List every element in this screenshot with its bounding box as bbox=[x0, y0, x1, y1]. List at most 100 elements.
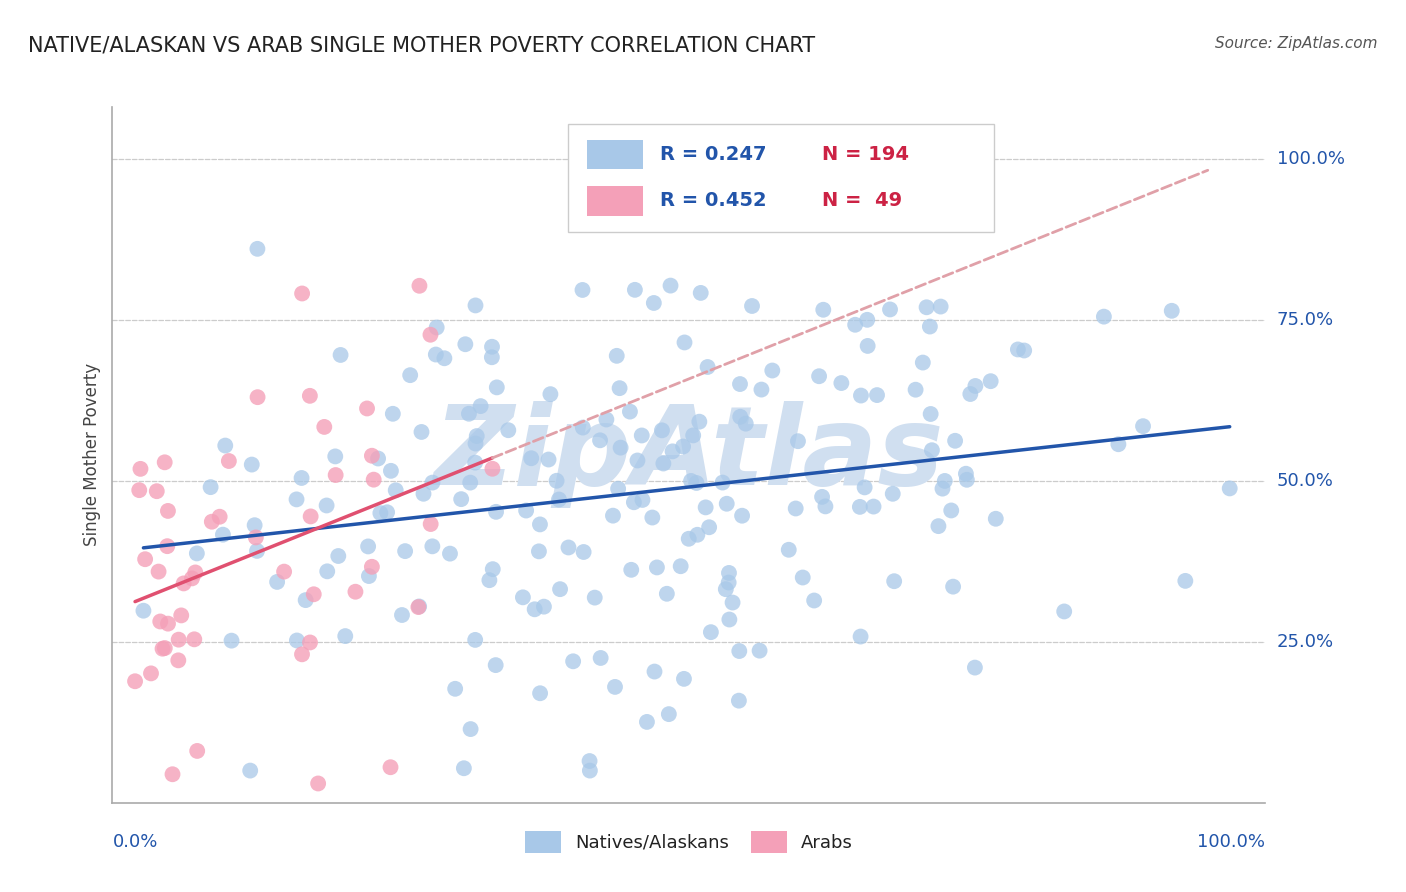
Point bbox=[803, 593, 825, 607]
Point bbox=[927, 519, 949, 533]
Point bbox=[641, 510, 664, 524]
Point bbox=[325, 468, 347, 483]
Point bbox=[384, 483, 406, 498]
Point bbox=[623, 495, 645, 509]
Point bbox=[956, 473, 979, 487]
Point bbox=[426, 320, 449, 334]
Point bbox=[464, 632, 486, 647]
Point bbox=[630, 428, 652, 442]
Point bbox=[162, 767, 184, 781]
Point bbox=[246, 544, 269, 558]
Point bbox=[620, 563, 643, 577]
Point bbox=[583, 591, 606, 605]
Point bbox=[626, 453, 648, 467]
Point bbox=[579, 764, 602, 778]
Point bbox=[361, 559, 384, 574]
Point bbox=[548, 492, 571, 507]
Point bbox=[464, 436, 486, 450]
Point bbox=[681, 474, 703, 488]
Point bbox=[636, 714, 658, 729]
Point bbox=[408, 600, 430, 615]
Point bbox=[883, 574, 905, 589]
Point bbox=[523, 602, 546, 616]
Point bbox=[520, 451, 543, 466]
Point bbox=[548, 582, 571, 597]
Point bbox=[811, 490, 834, 504]
Point bbox=[589, 651, 612, 665]
Text: 100.0%: 100.0% bbox=[1198, 833, 1265, 851]
Point bbox=[361, 449, 384, 463]
Point bbox=[183, 632, 205, 647]
Point bbox=[963, 660, 986, 674]
Point bbox=[212, 527, 235, 541]
Point bbox=[170, 608, 193, 623]
Point bbox=[814, 500, 837, 514]
Point bbox=[808, 369, 831, 384]
Point bbox=[603, 680, 626, 694]
Point bbox=[399, 368, 422, 383]
Point bbox=[830, 376, 852, 390]
Point bbox=[173, 576, 195, 591]
Point bbox=[682, 428, 704, 442]
Point bbox=[1012, 343, 1035, 358]
Y-axis label: Single Mother Poverty: Single Mother Poverty bbox=[83, 363, 101, 547]
Point bbox=[1107, 437, 1129, 451]
Point bbox=[134, 552, 156, 566]
Point bbox=[955, 467, 977, 481]
Point bbox=[380, 760, 402, 774]
Text: 75.0%: 75.0% bbox=[1277, 310, 1334, 328]
Text: R = 0.247: R = 0.247 bbox=[661, 145, 766, 164]
Point bbox=[624, 283, 647, 297]
Point bbox=[915, 300, 938, 314]
Point bbox=[942, 580, 965, 594]
Point bbox=[980, 374, 1002, 388]
Point bbox=[298, 389, 321, 403]
Point bbox=[464, 456, 486, 470]
Point bbox=[132, 604, 155, 618]
Point bbox=[644, 665, 666, 679]
Point bbox=[498, 423, 520, 437]
Point bbox=[721, 595, 744, 609]
Point bbox=[375, 505, 398, 519]
Point bbox=[856, 313, 879, 327]
Point bbox=[1053, 604, 1076, 618]
Point bbox=[181, 571, 204, 585]
Point bbox=[344, 584, 367, 599]
Point bbox=[478, 573, 501, 587]
Point bbox=[849, 630, 872, 644]
Point bbox=[717, 575, 740, 590]
Point bbox=[1007, 343, 1029, 357]
Point bbox=[454, 337, 477, 351]
Point bbox=[1219, 482, 1241, 496]
Point bbox=[631, 492, 654, 507]
Point bbox=[685, 475, 707, 490]
Point bbox=[717, 566, 740, 580]
Point bbox=[156, 539, 179, 553]
Legend: Natives/Alaskans, Arabs: Natives/Alaskans, Arabs bbox=[517, 823, 860, 860]
Point bbox=[419, 516, 441, 531]
Point bbox=[678, 532, 700, 546]
Point bbox=[458, 407, 481, 421]
Point bbox=[218, 454, 240, 468]
Point bbox=[481, 462, 503, 476]
Point bbox=[380, 464, 402, 478]
Bar bbox=[588, 186, 643, 216]
FancyBboxPatch shape bbox=[568, 124, 994, 232]
Point bbox=[609, 441, 631, 455]
Point bbox=[156, 616, 179, 631]
Point bbox=[918, 319, 941, 334]
Point bbox=[571, 283, 593, 297]
Point bbox=[672, 672, 695, 686]
Point bbox=[862, 500, 884, 514]
Point bbox=[184, 566, 207, 580]
Point bbox=[412, 487, 434, 501]
Point bbox=[645, 560, 668, 574]
Point bbox=[689, 285, 711, 300]
Point bbox=[266, 574, 288, 589]
Point bbox=[728, 644, 751, 658]
Point bbox=[485, 505, 508, 519]
Point bbox=[546, 474, 568, 488]
Point bbox=[240, 458, 263, 472]
Point bbox=[921, 443, 943, 458]
Point bbox=[485, 658, 508, 673]
